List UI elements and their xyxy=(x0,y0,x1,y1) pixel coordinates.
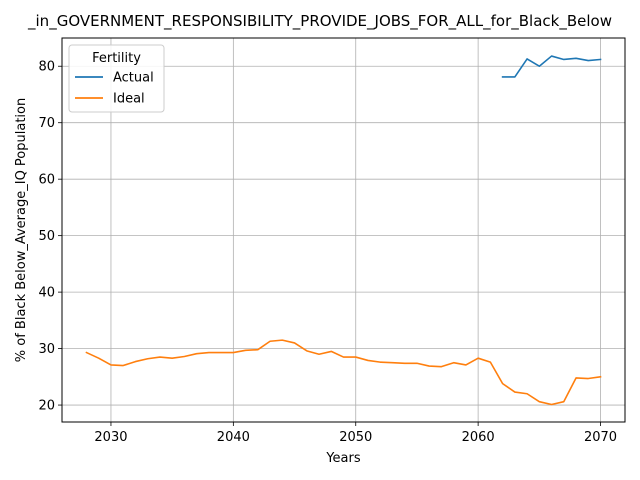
x-axis-label: Years xyxy=(325,451,361,466)
y-tick-label: 20 xyxy=(38,399,55,414)
y-tick-label: 40 xyxy=(38,286,55,301)
series-lines xyxy=(85,55,602,406)
legend-label-actual: Actual xyxy=(113,71,154,86)
y-tick-label: 70 xyxy=(38,116,55,131)
legend-label-ideal: Ideal xyxy=(113,92,145,107)
chart-title: _in_GOVERNMENT_RESPONSIBILITY_PROVIDE_JO… xyxy=(27,12,612,31)
x-tick-label: 2060 xyxy=(462,430,495,445)
series-line-actual xyxy=(501,55,602,78)
y-tick-label: 80 xyxy=(38,60,55,75)
x-tick-label: 2030 xyxy=(94,430,127,445)
y-axis-label: % of Black Below_Average_IQ Population xyxy=(14,98,29,362)
plot-frame xyxy=(61,37,626,423)
legend-box xyxy=(68,44,165,113)
legend: Fertility Actual Ideal xyxy=(68,44,165,113)
legend-title: Fertility xyxy=(92,51,141,66)
y-tick-label: 50 xyxy=(38,229,55,244)
x-tick-label: 2070 xyxy=(584,430,617,445)
y-tick-label: 30 xyxy=(38,342,55,357)
y-tick-label: 60 xyxy=(38,173,55,188)
grid-lines xyxy=(62,38,625,422)
x-tick-label: 2050 xyxy=(339,430,372,445)
x-tick-label: 2040 xyxy=(217,430,250,445)
series-line-ideal xyxy=(85,339,602,406)
